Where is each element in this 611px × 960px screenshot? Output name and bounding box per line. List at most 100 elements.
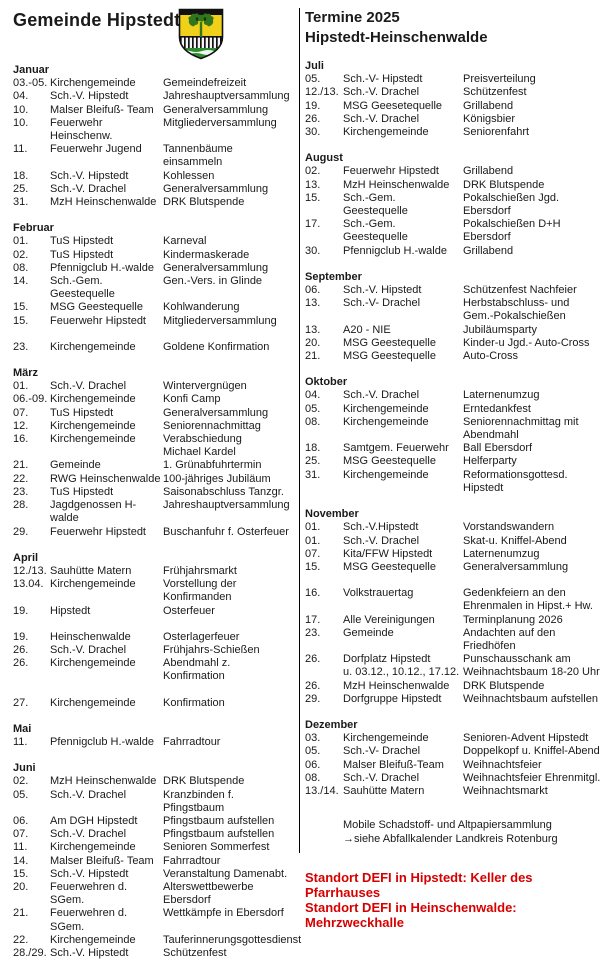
month-section: März 01. Sch.-V. Drachel Wintervergnügen 06.… (13, 367, 295, 539)
event-row: 29. Dorfgruppe Hipstedt Weihnachtsbaum auf… (305, 693, 605, 706)
event-date: 16. (13, 433, 29, 446)
event-organizer: Sch.-V. Hipstedt (50, 169, 129, 182)
event-organizer: Sch.-Gem. Geestequelle (50, 275, 115, 301)
month-section: April 12./13. Sauhütte Matern Frühjahrsmark… (13, 552, 295, 710)
event-date: 26. (305, 653, 321, 666)
event-date: 12. (13, 419, 29, 432)
event-title: Punschausschank am Weihnachtsbaum 18-20 … (463, 653, 600, 679)
event-row: 02. Feuerwehr Hipstedt Grillabend (305, 165, 605, 178)
right-page-column: Termine 2025 Hipstedt-Heinschenwalde Jul… (305, 8, 605, 930)
event-row: 25. Sch.-V. Drachel Generalversammlung (13, 183, 295, 196)
column-divider-line (299, 8, 300, 853)
event-row: 30. Pfennigclub H.-walde Grillabend (305, 245, 605, 258)
event-row: 11. Pfennigclub H.-walde Fahrradtour (13, 736, 295, 749)
event-organizer: Samtgem. Feuerwehr (343, 442, 449, 455)
event-title: Seniorenfahrt (463, 126, 530, 139)
event-organizer: Sch.-V. Drachel (343, 771, 420, 784)
event-row: 06. Am DGH Hipstedt Pfingstbaum aufstellen (13, 815, 295, 828)
event-organizer: Sch.-V. Drachel (50, 643, 127, 656)
waste-note-line1: Mobile Schadstoff- und Altpapiersammlung (343, 819, 552, 832)
event-row: 11. Kirchengemeinde Senioren Sommerfest (13, 841, 295, 854)
month-section: Juni 02. MzH Heinschenwalde DRK Blutspende 0… (13, 762, 301, 960)
event-title: Fahrradtour (163, 735, 221, 748)
event-title: Pokalschießen Jgd. Ebersdorf (463, 191, 559, 218)
event-organizer: Feuerwehr Hipstedt (50, 525, 146, 538)
event-title: 1. Grünabfuhrtermin (163, 459, 262, 472)
event-title: Auto-Cross (463, 350, 519, 363)
event-organizer: Kirchengemeinde (50, 933, 136, 946)
event-organizer: TuS Hipstedt (50, 248, 114, 261)
event-organizer: MSG Geestequelle (343, 350, 436, 363)
event-row: 12./13. Sch.-V. Drachel Schützenfest (305, 86, 605, 99)
event-date: 11. (13, 143, 28, 156)
event-row: 17. Alle Vereinigungen Terminplanung 2026 (305, 614, 605, 627)
event-date: 27. (13, 696, 29, 709)
event-row: 12./13. Sauhütte Matern Frühjahrsmarkt (13, 565, 295, 578)
month-header: April (13, 551, 39, 564)
event-date: 29. (13, 525, 29, 538)
event-title: Seniorennachmittag mit Abendmahl (463, 415, 579, 442)
event-organizer: Kirchengemeinde (343, 732, 429, 745)
event-title: Grillabend (463, 99, 514, 112)
event-title: Karneval (163, 235, 207, 248)
event-date: 10. (13, 103, 29, 116)
event-title: Kinder-u Jgd.- Auto-Cross (463, 336, 590, 349)
event-title: Kohlwanderung (163, 301, 240, 314)
event-row: 28. Jagdgenossen H-walde Jahreshauptversam… (13, 499, 295, 525)
event-date: 01. (13, 380, 29, 393)
month-section: Februar 01. TuS Hipstedt Karneval 02. TuS Hip… (13, 222, 295, 354)
event-row: 19. Hipstedt Osterfeuer (13, 605, 295, 618)
event-title: Senioren-Advent Hipstedt (463, 732, 589, 745)
event-row: 26. Kirchengemeinde Abendmahl z. Konfirmat… (13, 657, 295, 683)
event-date: 13. (305, 297, 321, 310)
event-organizer: Sch.-V. Drachel (50, 380, 127, 393)
event-organizer: MSG Geesetequelle (343, 99, 443, 112)
month-header: Juni (13, 762, 36, 775)
event-title: Verabschiedung Michael Kardel (163, 433, 242, 459)
event-organizer: Kirchengemeinde (50, 841, 136, 854)
event-organizer: MzH Heinschenwalde (50, 775, 157, 788)
event-date: 31. (305, 468, 321, 481)
defi-notice-line1: Standort DEFI in Hipstedt: Keller des Pf… (305, 870, 533, 901)
event-title: 100-jähriges Jubiläum (163, 472, 271, 485)
event-title: Skat-u. Kniffel-Abend (463, 534, 567, 547)
event-title: Veranstaltung Damenabt. (163, 867, 288, 880)
event-row: 05. Sch.-V- Drachel Doppelkopf u. Kniffel-… (305, 745, 605, 758)
event-organizer: Kirchengemeinde (50, 578, 136, 591)
event-organizer: Sch.-V. Drachel (343, 389, 420, 402)
event-organizer: Heinschenwalde (50, 630, 131, 643)
event-date: 19. (13, 630, 29, 643)
event-title: DRK Blutspende (163, 196, 245, 209)
event-date: 18. (13, 169, 29, 182)
event-row: 10. Malser Bleifuß- Team Generalversammlun… (13, 104, 295, 117)
month-header: März (13, 367, 39, 380)
month-section: Mai 11. Pfennigclub H.-walde Fahrradtour (13, 723, 295, 749)
event-organizer: Sch.-V. Hipstedt (343, 284, 422, 297)
event-organizer: Feuerwehr Heinschenw. (50, 116, 113, 143)
event-date: 13. (305, 178, 321, 191)
event-date: 02. (13, 775, 29, 788)
event-row: 23. Gemeinde Andachten auf den Friedhöfen (305, 627, 605, 653)
event-title: Reformationsgottesd. Hipstedt (463, 468, 568, 494)
event-title: Gemeindefreizeit (163, 77, 247, 90)
event-date: 21. (305, 350, 321, 363)
event-organizer: Sauhütte Matern (343, 784, 425, 797)
hipstedt-coat-of-arms-icon (178, 8, 224, 60)
event-date: 07. (13, 828, 29, 841)
event-date: 17. (305, 613, 321, 626)
event-title: Jubiläumsparty (463, 323, 537, 336)
event-row: 16. Volkstrauertag Gedenkfeiern an den Ehr… (305, 587, 605, 613)
event-date: 18. (305, 442, 321, 455)
event-title: Goldene Konfirmation (163, 340, 270, 353)
event-organizer: Kirchengemeinde (343, 126, 429, 139)
event-title: Andachten auf den Friedhöfen (463, 626, 556, 652)
month-header: September (305, 270, 362, 283)
event-row: 26. Sch.-V. Drachel Königsbier (305, 113, 605, 126)
event-row: 23. TuS Hipstedt Saisonabschluss Tanzgr. (13, 486, 295, 499)
event-organizer: Jagdgenossen H-walde (50, 499, 137, 525)
event-title: Generalversammlung (463, 560, 569, 573)
event-title: Weihnachtsbaum aufstellen (463, 692, 598, 705)
event-row: 10. Feuerwehr Heinschenw. Mitgliederversam… (13, 117, 295, 143)
event-organizer: Malser Bleifuß- Team (50, 103, 154, 116)
defi-notice-line2: Standort DEFI in Heinschenwalde: Mehrzwe… (305, 900, 517, 931)
